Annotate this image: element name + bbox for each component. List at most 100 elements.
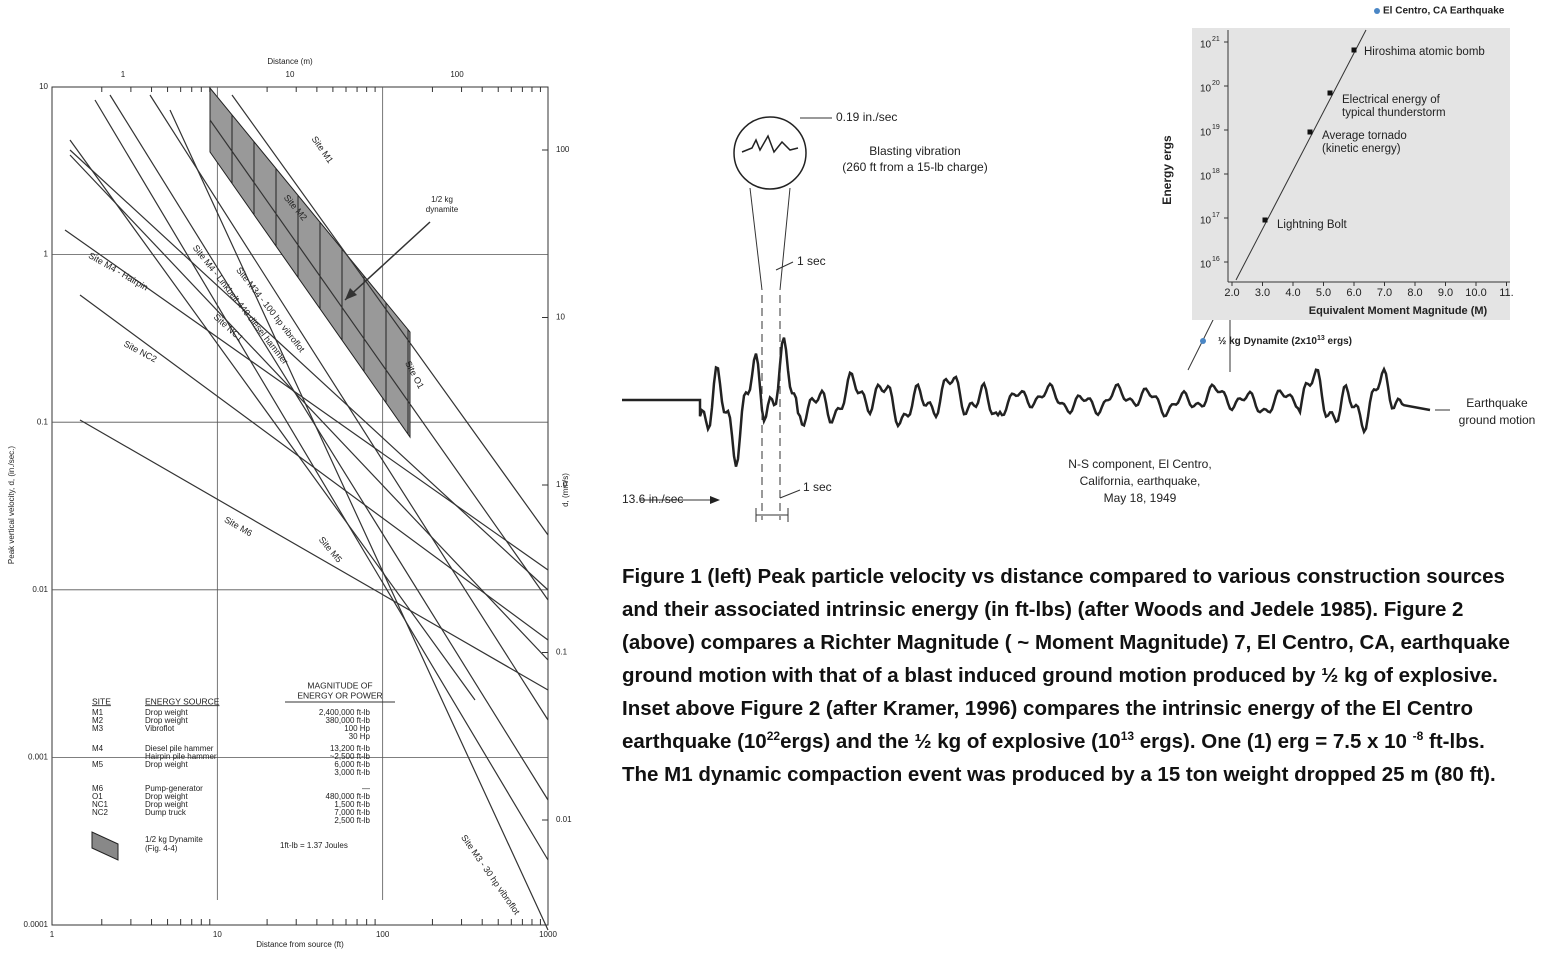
annotation: 1 sec (803, 480, 832, 494)
annotation: 1 sec (797, 254, 826, 268)
band-label: dynamite (426, 205, 459, 214)
legend-swatch (92, 832, 118, 860)
site-label: Site M4 - Hairpin (87, 250, 150, 292)
y-tick-label: 0.001 (28, 753, 49, 762)
leader (780, 490, 800, 498)
legend-source: Dump truck (145, 808, 187, 817)
legend-magnitude: 2,500 ft-lb (334, 816, 370, 825)
annotation: California, earthquake, (1080, 474, 1201, 488)
magnifier (734, 117, 806, 189)
point-label: typical thunderstorm (1342, 107, 1446, 119)
site-label: Site M3 - 30 hp vibroflot (459, 833, 522, 917)
site-label: Site M5 (317, 535, 344, 565)
legend-source: Drop weight (145, 760, 188, 769)
inset-point (1263, 218, 1268, 223)
caption-superscript: 22 (767, 729, 780, 743)
axis-title: Distance from source (ft) (256, 940, 344, 949)
annotation: Earthquake (1466, 396, 1528, 410)
inset-tick-label: 11. (1499, 287, 1513, 299)
caption: Figure 1 (left) Peak particle velocity v… (622, 560, 1512, 791)
legend-source: (Fig. 4-4) (145, 844, 178, 853)
point-label: Average tornado (1322, 130, 1407, 142)
annotation: 13.6 in./sec (622, 492, 683, 506)
inset-point (1328, 91, 1333, 96)
inset-tick-exp: 18 (1212, 168, 1220, 175)
caption-text: Figure 1 (left) Peak particle velocity v… (622, 565, 1510, 753)
legend-site: M5 (92, 760, 104, 769)
legend-source: Vibroflot (145, 724, 175, 733)
legend-header: MAGNITUDE OF (307, 680, 372, 690)
top-tick-label: 100 (450, 70, 464, 79)
inset-tick-exp: 17 (1212, 212, 1220, 219)
legend-header: ENERGY OR POWER (297, 690, 382, 700)
y-tick-label: 0.1 (37, 417, 49, 426)
right-tick-label: 10 (556, 313, 565, 322)
inset-tick-exp: 16 (1212, 256, 1220, 263)
inset-tick-label: 5.0 (1316, 287, 1331, 299)
inset-tick-label: 2.0 (1224, 287, 1239, 299)
inset-tick-label: 3.0 (1255, 287, 1270, 299)
caption-superscript: 13 (1121, 729, 1134, 743)
caption-superscript: -8 (1413, 729, 1424, 743)
page: 1010.10.010.0010.00011101001000110100Dis… (0, 0, 1553, 955)
top-tick-label: 10 (286, 70, 295, 79)
y-tick-label: 1 (44, 250, 49, 259)
point-label: Electrical energy of (1342, 94, 1441, 106)
note-part: ½ kg Dynamite (2x10 (1218, 336, 1317, 347)
annotation: N-S component, El Centro, (1068, 457, 1211, 471)
annotation: Blasting vibration (869, 144, 960, 158)
inset-tick-label: 9.0 (1438, 287, 1453, 299)
top-tick-label: 1 (121, 70, 126, 79)
y-tick-label: 0.0001 (24, 920, 49, 929)
note-dot (1374, 8, 1380, 14)
axis-title: Equivalent Moment Magnitude (M) (1309, 305, 1488, 317)
caption-text: ergs). One (1) erg = 7.5 x 10 (1134, 730, 1413, 753)
axis-title: Distance (m) (267, 57, 313, 66)
inset-tick-exp: 19 (1212, 124, 1220, 131)
inset-tick-base: 10 (1200, 260, 1212, 271)
note-part: ergs) (1325, 336, 1352, 347)
right-tick-label: 0.1 (556, 648, 568, 657)
note: El Centro, CA Earthquake (1383, 6, 1505, 17)
site-label: Site NC1 (212, 312, 245, 344)
x-tick-label: 1000 (539, 930, 557, 939)
note-dot (1200, 338, 1206, 344)
annotation: (260 ft from a 15-lb charge) (842, 160, 987, 174)
ground-motion-wave (622, 338, 1430, 467)
point-label: Lightning Bolt (1277, 219, 1347, 231)
inset-tick-label: 10.0 (1465, 287, 1486, 299)
inset-tick-label: 7.0 (1377, 287, 1392, 299)
x-tick-label: 1 (50, 930, 55, 939)
cone (780, 188, 790, 290)
inset-point (1308, 130, 1313, 135)
inset-tick-base: 10 (1200, 172, 1212, 183)
axis-title: Peak vertical velocity, d, (in./sec.) (7, 446, 16, 564)
legend-header: ENERGY SOURCE (145, 696, 220, 706)
point-label: (kinetic energy) (1322, 143, 1401, 155)
inset-tick-base: 10 (1200, 216, 1212, 227)
legend-source: 1/2 kg Dynamite (145, 835, 203, 844)
inset-tick-label: 8.0 (1407, 287, 1422, 299)
arrowhead (710, 496, 720, 504)
inset-tick-base: 10 (1200, 128, 1212, 139)
y-tick-label: 0.01 (32, 585, 48, 594)
x-tick-label: 100 (376, 930, 390, 939)
legend-site: M3 (92, 724, 104, 733)
annotation: 0.19 in./sec (836, 110, 897, 124)
inset-tick-exp: 21 (1212, 36, 1220, 43)
site-label: Site NC2 (122, 339, 158, 365)
right-tick-label: 0.01 (556, 815, 572, 824)
inset-point (1352, 48, 1357, 53)
y-tick-label: 10 (39, 82, 48, 91)
point-label: Hiroshima atomic bomb (1364, 46, 1485, 58)
legend-footnote: 1ft-lb = 1.37 Joules (280, 841, 348, 850)
legend-site: M4 (92, 744, 104, 753)
site-label: Site M4 - Linkbelt 440 diesel hammer (191, 243, 290, 366)
annotation: ground motion (1459, 413, 1536, 427)
legend-magnitude: 30 Hp (349, 732, 371, 741)
inset-tick-label: 4.0 (1285, 287, 1300, 299)
x-tick-label: 10 (213, 930, 222, 939)
inset-tick-label: 6.0 (1346, 287, 1361, 299)
blast-wave (742, 136, 798, 152)
site-line (80, 420, 548, 690)
